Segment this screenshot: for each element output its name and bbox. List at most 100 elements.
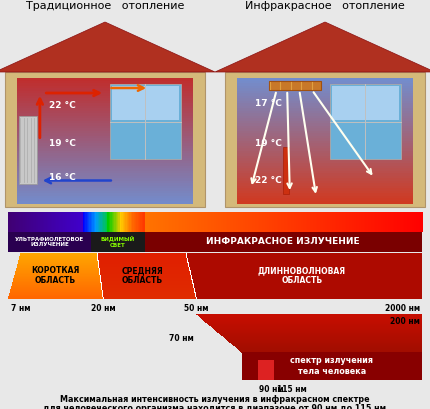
Bar xyxy=(215,329,422,330)
Bar xyxy=(150,212,152,232)
Bar xyxy=(207,212,209,232)
Bar xyxy=(98,268,100,269)
Bar xyxy=(321,212,323,232)
Bar xyxy=(396,212,398,232)
Bar xyxy=(199,316,422,317)
Bar xyxy=(216,330,422,331)
Bar xyxy=(237,126,413,128)
Bar xyxy=(146,212,148,232)
Bar xyxy=(190,272,191,273)
Bar xyxy=(240,350,422,351)
Bar xyxy=(97,254,186,255)
Bar xyxy=(98,212,100,232)
Text: 20 нм: 20 нм xyxy=(91,304,116,313)
Bar xyxy=(156,212,157,232)
Bar xyxy=(11,288,102,289)
Bar xyxy=(188,263,422,264)
Bar xyxy=(196,212,197,232)
Bar xyxy=(188,262,422,263)
Bar xyxy=(103,294,196,295)
Bar xyxy=(103,296,196,297)
Bar xyxy=(187,262,189,263)
Bar xyxy=(136,212,138,232)
Bar xyxy=(98,263,188,264)
Bar xyxy=(15,212,17,232)
Bar xyxy=(96,212,98,232)
Bar xyxy=(169,212,171,232)
Bar xyxy=(55,212,57,232)
Bar xyxy=(194,286,422,287)
Bar xyxy=(189,270,190,271)
Bar xyxy=(279,212,280,232)
Bar xyxy=(193,282,422,283)
Bar xyxy=(197,314,422,315)
Bar xyxy=(13,279,101,281)
Bar xyxy=(241,212,243,232)
Bar xyxy=(237,81,413,83)
Bar xyxy=(267,212,269,232)
Bar xyxy=(326,212,327,232)
Bar xyxy=(98,264,189,265)
Bar xyxy=(252,212,254,232)
Text: 19 °C: 19 °C xyxy=(255,139,282,148)
Bar xyxy=(369,212,372,232)
Bar xyxy=(237,158,413,161)
Bar xyxy=(12,285,101,287)
Bar xyxy=(194,288,422,289)
Bar xyxy=(191,276,422,278)
Bar xyxy=(182,212,184,232)
Bar xyxy=(227,340,422,341)
Bar xyxy=(237,115,413,119)
Bar xyxy=(190,272,422,273)
Bar xyxy=(227,339,422,341)
Bar xyxy=(303,212,305,232)
Bar xyxy=(187,258,422,260)
Bar xyxy=(12,212,14,232)
Bar xyxy=(224,212,227,232)
Bar xyxy=(100,275,191,276)
Bar xyxy=(283,212,285,232)
Bar xyxy=(188,260,422,261)
Bar xyxy=(129,212,131,232)
Bar xyxy=(240,212,242,232)
Bar xyxy=(190,271,422,272)
Bar xyxy=(211,326,422,327)
Bar xyxy=(310,212,312,232)
Bar xyxy=(185,253,187,254)
Bar xyxy=(17,101,193,103)
Bar xyxy=(100,280,101,281)
Bar xyxy=(190,272,191,273)
Bar xyxy=(201,318,422,319)
Bar xyxy=(100,281,101,282)
Bar xyxy=(190,275,192,276)
Bar xyxy=(127,212,129,232)
Bar xyxy=(347,212,349,232)
Bar xyxy=(17,123,193,126)
Bar xyxy=(359,212,360,232)
Bar xyxy=(5,72,205,207)
Bar xyxy=(102,289,194,290)
Bar xyxy=(20,255,97,256)
Bar xyxy=(189,269,190,270)
Bar xyxy=(13,280,101,281)
Bar xyxy=(192,279,193,281)
Bar xyxy=(354,212,356,232)
Bar xyxy=(100,278,101,279)
Bar xyxy=(236,212,238,232)
Bar xyxy=(116,212,117,232)
Bar xyxy=(334,212,335,232)
Text: КОРОТКАЯ
ОБЛАСТЬ: КОРОТКАЯ ОБЛАСТЬ xyxy=(31,266,80,285)
Bar xyxy=(188,261,422,262)
Bar xyxy=(192,278,422,279)
Bar xyxy=(281,212,283,232)
Polygon shape xyxy=(215,22,430,72)
Bar xyxy=(85,212,87,232)
Bar xyxy=(117,212,119,232)
Bar xyxy=(317,212,319,232)
Bar xyxy=(332,86,399,120)
Bar xyxy=(234,345,422,346)
Bar xyxy=(187,256,422,257)
Bar xyxy=(336,212,338,232)
Bar xyxy=(299,212,301,232)
Bar xyxy=(312,212,313,232)
